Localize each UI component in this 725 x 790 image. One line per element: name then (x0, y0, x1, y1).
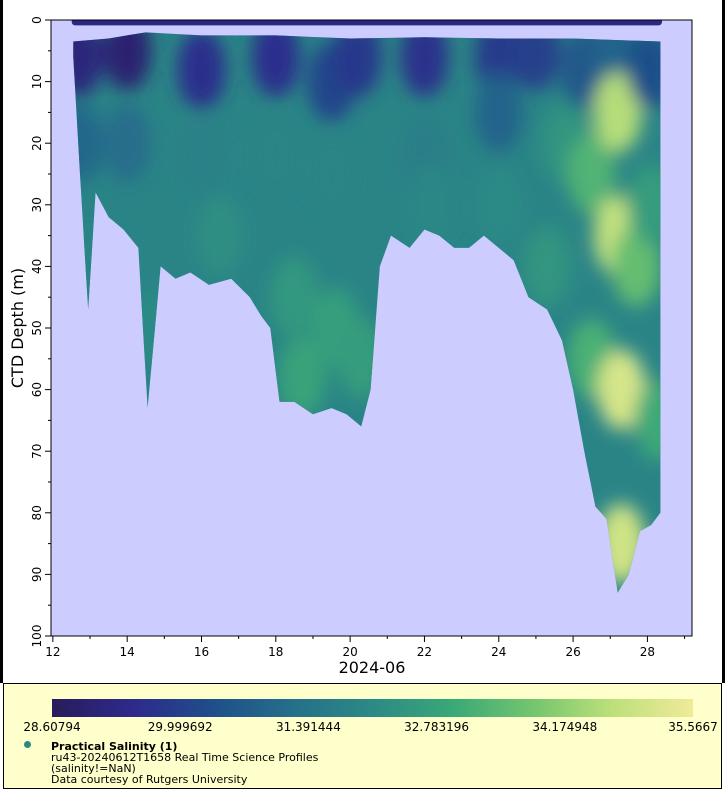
y-tick-label: 10 (30, 74, 44, 89)
legend-constraint-line: (salinity!=NaN) (51, 762, 136, 775)
salinity-sample-point (612, 226, 661, 307)
legend-credit-line: Data courtesy of Rutgers University (51, 773, 248, 786)
x-tick-label: 26 (565, 645, 580, 659)
y-tick-label: 40 (30, 259, 44, 274)
x-tick-label: 22 (417, 645, 432, 659)
y-tick-label: 20 (30, 136, 44, 151)
legend-dataset-line: ru43-20240612T1658 Real Time Science Pro… (51, 751, 319, 764)
salinity-sample-point (177, 115, 226, 196)
salinity-sample-point (407, 164, 456, 245)
legend-marker-icon (24, 741, 31, 748)
y-tick-label: 80 (30, 505, 44, 520)
salinity-sample-point (307, 134, 356, 214)
salinity-sample-point (634, 380, 661, 461)
colorbar-tick-label: 31.391444 (275, 720, 341, 734)
plot-area-svg[interactable]: 12 14 16 18 20 22 24 26 28 0 10 20 30 40 50 60 70 80 90 100… (0, 0, 725, 683)
salinity-sample-point (627, 32, 661, 110)
x-tick-label: 18 (268, 645, 283, 659)
legend-title: Practical Salinity (1) (51, 740, 178, 753)
y-tick-label: 90 (30, 567, 44, 582)
x-tick-label: 28 (640, 645, 655, 659)
salinity-sample-point (474, 72, 523, 153)
salinity-sample-point (511, 32, 560, 91)
salinity-sample-point (270, 257, 319, 338)
y-tick-label: 70 (30, 444, 44, 459)
salinity-sample-point (251, 32, 300, 97)
colorbar-tick-label: 34.174948 (532, 720, 598, 734)
salinity-sample-point (567, 134, 616, 214)
x-axis-label: 2024-06 (339, 658, 406, 677)
salinity-sample-point (177, 32, 226, 110)
window-edge-left (0, 0, 3, 683)
x-tick-label: 12 (45, 645, 60, 659)
x-tick-label: 20 (342, 645, 357, 659)
colorbar-tick-label: 32.783196 (404, 720, 470, 734)
colorbar-tick-label: 28.60794 (23, 720, 81, 734)
salinity-sample-point (523, 226, 572, 307)
colorbar-tick-label: 29.999692 (147, 720, 213, 734)
salinity-sample-point (73, 103, 103, 184)
y-tick-label: 50 (30, 320, 44, 335)
salinity-sample-point (474, 164, 523, 245)
legend-panel: 28.60794 29.999692 31.391444 32.783196 34.17… (3, 683, 722, 789)
salinity-sample-point (593, 72, 642, 153)
x-tick-label: 16 (194, 645, 209, 659)
y-tick-label: 0 (30, 16, 44, 24)
salinity-sample-point (103, 32, 152, 91)
colorbar (52, 699, 693, 717)
salinity-sample-point (251, 115, 300, 196)
y-tick-label: 60 (30, 382, 44, 397)
x-tick-label: 14 (120, 645, 135, 659)
x-tick-label: 24 (491, 645, 506, 659)
salinity-sample-point (277, 337, 326, 418)
y-tick-label: 100 (30, 625, 44, 648)
salinity-sample-point (103, 103, 152, 184)
salinity-sample-point (597, 349, 646, 430)
salinity-sample-point (196, 195, 245, 276)
y-tick-label: 30 (30, 197, 44, 212)
salinity-sample-point (627, 164, 661, 245)
colorbar-tick-label: 35.5667 (668, 720, 718, 734)
window-edge-right (722, 0, 725, 683)
y-axis-label: CTD Depth (m) (8, 268, 27, 388)
